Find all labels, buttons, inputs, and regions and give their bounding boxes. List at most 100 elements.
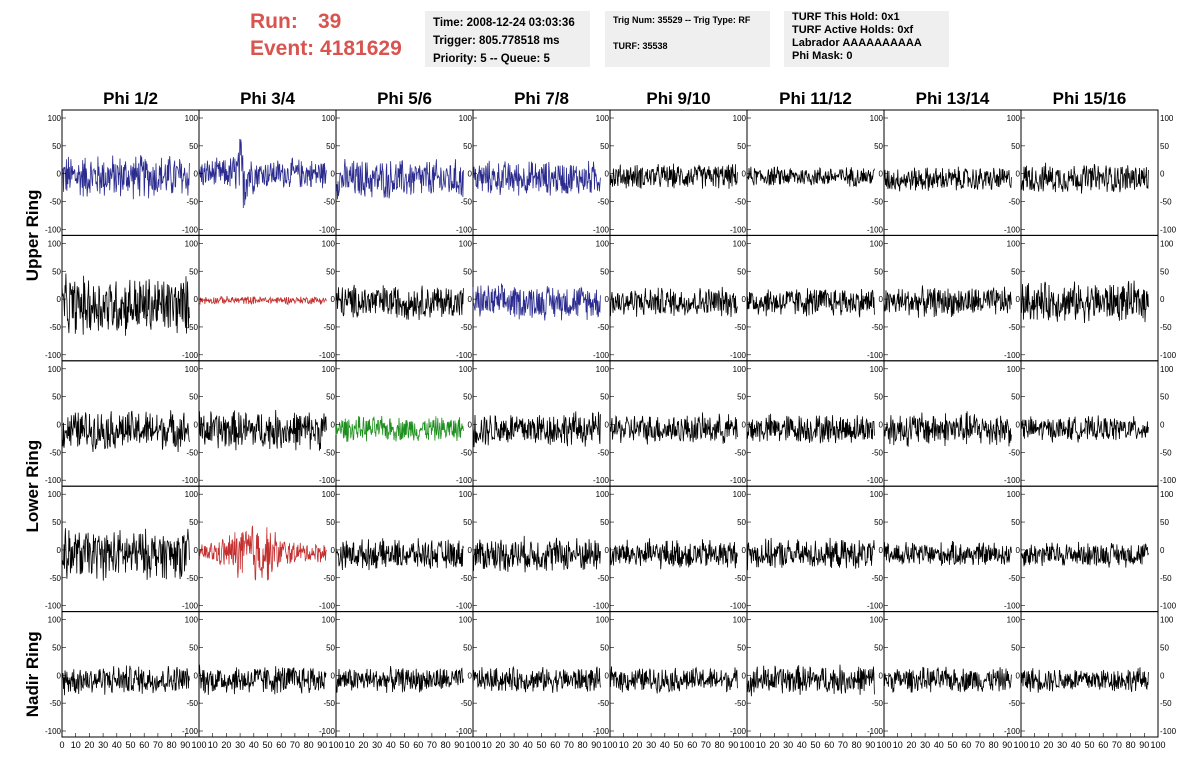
y-tick-label-right: -50 [1160, 198, 1172, 207]
x-tick-label: 90 [317, 740, 327, 750]
y-tick-label: 100 [459, 616, 473, 625]
x-tick-label: 60 [139, 740, 149, 750]
y-tick-label: -100 [45, 602, 62, 611]
x-tick-label: 100 [1150, 740, 1165, 750]
y-tick-label-right: 50 [1160, 267, 1169, 276]
y-tick-label: -50 [49, 448, 61, 457]
y-tick-label: 50 [737, 518, 746, 527]
y-tick-label: 0 [57, 546, 62, 555]
x-tick-label: 30 [1057, 740, 1067, 750]
y-tick-label: 50 [189, 267, 198, 276]
y-tick-label-right: -50 [1160, 699, 1172, 708]
time-text: Time: 2008-12-24 03:03:36 [433, 17, 575, 29]
y-tick-label: 0 [1016, 546, 1021, 555]
x-tick-label: 90 [1139, 740, 1149, 750]
y-tick-label: 0 [57, 421, 62, 430]
y-tick-label: 0 [468, 295, 473, 304]
y-tick-label: 0 [194, 295, 199, 304]
y-tick-label: -50 [1008, 699, 1020, 708]
y-tick-label: -100 [593, 351, 610, 360]
x-tick-label: 40 [660, 740, 670, 750]
y-tick-label: 100 [733, 616, 747, 625]
cell-frame [335, 485, 474, 613]
y-tick-label: 0 [194, 546, 199, 555]
y-tick-label: -50 [734, 448, 746, 457]
y-tick-label: 50 [600, 142, 609, 151]
y-tick-label: 0 [194, 170, 199, 179]
y-tick-label-right: -50 [1160, 448, 1172, 457]
x-tick-label: 40 [249, 740, 259, 750]
y-tick-label: 50 [189, 643, 198, 652]
x-tick-label: 40 [797, 740, 807, 750]
waveform-trace [1020, 280, 1149, 324]
y-tick-label: 100 [733, 365, 747, 374]
x-tick-label: 60 [824, 740, 834, 750]
y-tick-label: -50 [49, 198, 61, 207]
x-tick-label: 10 [71, 740, 81, 750]
y-tick-label: -50 [871, 448, 883, 457]
y-tick-label: 50 [737, 393, 746, 402]
ring-label-2: Lower Ring [23, 440, 42, 533]
column-header-8: Phi 15/16 [1053, 89, 1127, 108]
y-tick-label: -100 [319, 225, 336, 234]
column-header-5: Phi 9/10 [646, 89, 710, 108]
event-label: Event: [250, 37, 315, 60]
y-tick-label: 50 [600, 393, 609, 402]
y-tick-label-right: 0 [1160, 546, 1165, 555]
y-tick-label: -100 [45, 225, 62, 234]
y-tick-label: -50 [186, 699, 198, 708]
waveform-trace [746, 288, 875, 318]
y-tick-label: 0 [194, 671, 199, 680]
y-tick-label: -50 [734, 699, 746, 708]
y-tick-label: 50 [1011, 518, 1020, 527]
y-tick-label: 100 [185, 490, 199, 499]
x-tick-label: 20 [221, 740, 231, 750]
y-tick-label: 0 [879, 546, 884, 555]
waveform-trace [61, 155, 190, 200]
y-tick-label: 0 [879, 671, 884, 680]
waveform-trace [198, 409, 327, 451]
x-tick-label: 80 [989, 740, 999, 750]
x-tick-label: 60 [276, 740, 286, 750]
run-value: 39 [318, 10, 342, 33]
x-tick-label: 80 [1126, 740, 1136, 750]
y-tick-label: 50 [326, 267, 335, 276]
y-tick-label: 0 [1016, 295, 1021, 304]
y-tick-label: -50 [323, 198, 335, 207]
y-tick-label: 100 [48, 114, 62, 123]
y-tick-label: -50 [1008, 574, 1020, 583]
y-tick-label: -100 [45, 476, 62, 485]
labrador-text: Labrador AAAAAAAAAA [792, 37, 922, 49]
y-tick-label: -50 [871, 699, 883, 708]
y-tick-label: 100 [322, 114, 336, 123]
x-tick-label: 20 [769, 740, 779, 750]
waveform-trace [883, 666, 1012, 693]
x-tick-label: 40 [523, 740, 533, 750]
waveform-trace [61, 273, 190, 336]
y-tick-label: -100 [1004, 727, 1021, 736]
y-tick-label: 0 [742, 421, 747, 430]
x-tick-label: 80 [441, 740, 451, 750]
y-tick-label: -100 [1004, 476, 1021, 485]
waveform-trace [1020, 162, 1149, 194]
y-tick-label: 100 [322, 239, 336, 248]
y-tick-label: 0 [331, 170, 336, 179]
x-tick-label: 90 [1002, 740, 1012, 750]
x-tick-label: 60 [550, 740, 560, 750]
y-tick-label: -50 [186, 574, 198, 583]
y-tick-label: -50 [1008, 448, 1020, 457]
x-tick-label: 100 [876, 740, 891, 750]
y-tick-label: 50 [189, 518, 198, 527]
y-tick-label: 100 [870, 239, 884, 248]
y-tick-label: 50 [600, 518, 609, 527]
y-tick-label: 0 [1016, 671, 1021, 680]
waveform-trace [61, 410, 190, 453]
ring-label-1: Upper Ring [23, 190, 42, 282]
y-tick-label: -100 [730, 225, 747, 234]
y-tick-label: 50 [874, 142, 883, 151]
y-tick-label: -100 [182, 727, 199, 736]
y-tick-label: -100 [319, 476, 336, 485]
y-tick-label: 100 [733, 239, 747, 248]
y-tick-label-right: -50 [1160, 574, 1172, 583]
